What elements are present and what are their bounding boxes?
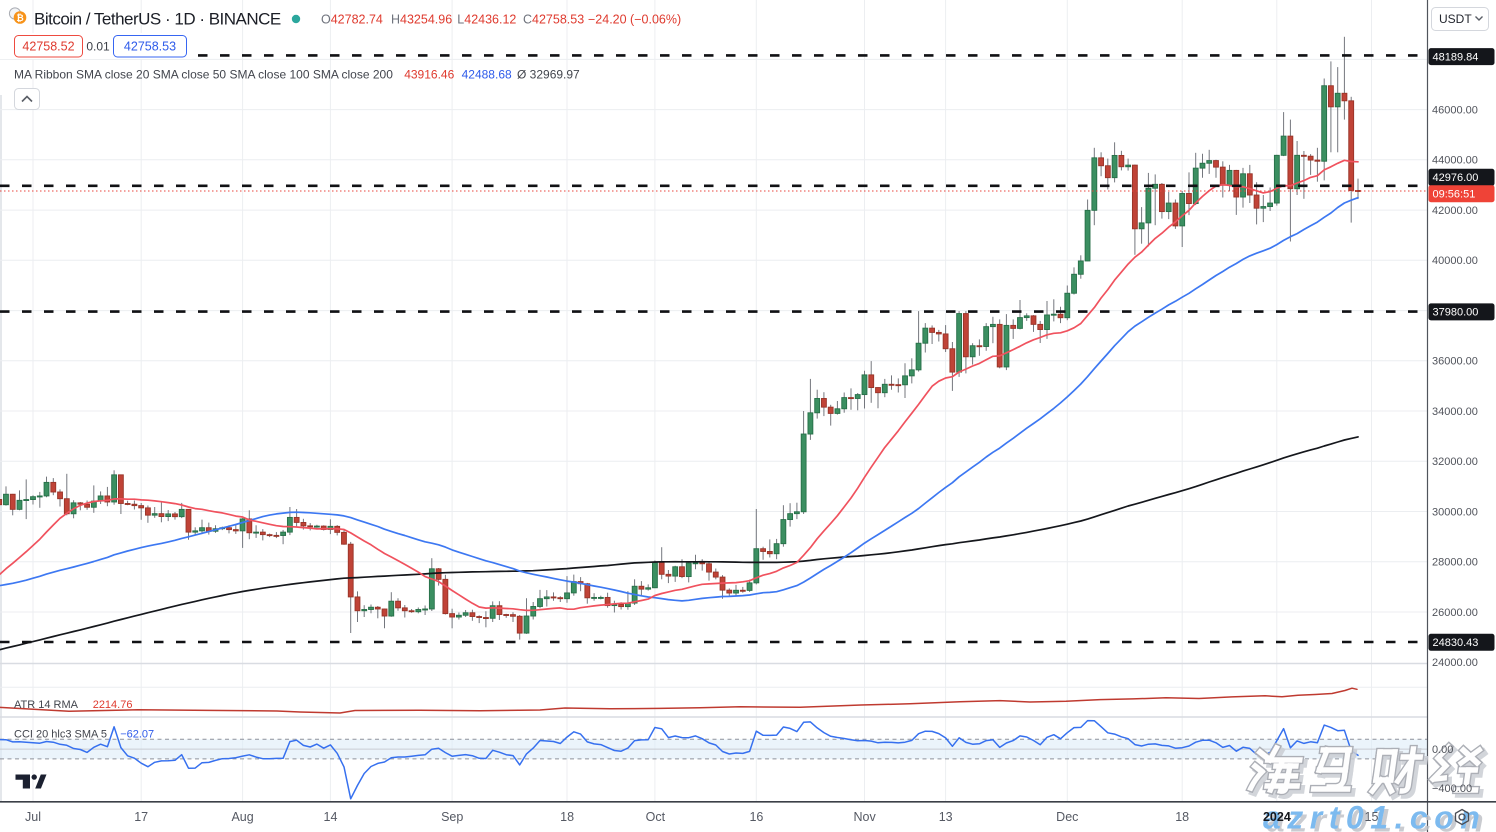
svg-text:18: 18 bbox=[560, 810, 574, 824]
svg-text:Jul: Jul bbox=[25, 810, 41, 824]
svg-text:0.01: 0.01 bbox=[86, 40, 110, 54]
svg-text:13: 13 bbox=[939, 810, 953, 824]
svg-text:Oct: Oct bbox=[646, 810, 666, 824]
svg-text:−400.00: −400.00 bbox=[1432, 783, 1472, 795]
svg-text:0.00: 0.00 bbox=[1432, 744, 1453, 756]
svg-text:09:56:51: 09:56:51 bbox=[1433, 188, 1476, 200]
svg-text:18: 18 bbox=[1175, 810, 1189, 824]
svg-text:32000.00: 32000.00 bbox=[1432, 456, 1478, 468]
svg-text:Nov: Nov bbox=[853, 810, 876, 824]
svg-text:17: 17 bbox=[134, 810, 148, 824]
svg-text:azrt01.con: azrt01.con bbox=[1267, 802, 1490, 832]
svg-text:42000.00: 42000.00 bbox=[1432, 205, 1478, 217]
svg-text:16: 16 bbox=[749, 810, 763, 824]
svg-text:42976.00: 42976.00 bbox=[1433, 172, 1479, 184]
svg-text:40000.00: 40000.00 bbox=[1432, 255, 1478, 267]
svg-text:Dec: Dec bbox=[1056, 810, 1078, 824]
svg-text:2024: 2024 bbox=[1263, 810, 1291, 824]
svg-text:Sep: Sep bbox=[441, 810, 463, 824]
svg-text:24830.43: 24830.43 bbox=[1433, 637, 1479, 649]
svg-text:azrt01.con: azrt01.con bbox=[1263, 800, 1486, 832]
svg-text:42758.53: 42758.53 bbox=[124, 40, 176, 54]
svg-text:₿: ₿ bbox=[16, 13, 23, 23]
svg-text:Bitcoin / TetherUS · 1D · BINA: Bitcoin / TetherUS · 1D · BINANCE bbox=[34, 10, 281, 29]
svg-text:H43254.96: H43254.96 bbox=[391, 13, 452, 27]
svg-text:48189.84: 48189.84 bbox=[1433, 51, 1479, 63]
svg-text:14: 14 bbox=[324, 810, 338, 824]
svg-text:24000.00: 24000.00 bbox=[1432, 657, 1478, 669]
svg-text:26000.00: 26000.00 bbox=[1432, 607, 1478, 619]
svg-text:42758.52: 42758.52 bbox=[22, 40, 74, 54]
svg-text:30000.00: 30000.00 bbox=[1432, 506, 1478, 518]
svg-text:L42436.12: L42436.12 bbox=[457, 13, 516, 27]
svg-text:C42758.53: C42758.53 bbox=[523, 13, 584, 27]
svg-text:36000.00: 36000.00 bbox=[1432, 356, 1478, 368]
svg-text:15: 15 bbox=[1365, 810, 1379, 824]
svg-text:O42782.74: O42782.74 bbox=[321, 13, 383, 27]
svg-text:34000.00: 34000.00 bbox=[1432, 406, 1478, 418]
svg-text:USDT: USDT bbox=[1439, 12, 1472, 26]
svg-text:46000.00: 46000.00 bbox=[1432, 105, 1478, 117]
svg-text:MA Ribbon SMA close 20 SMA clo: MA Ribbon SMA close 20 SMA close 50 SMA … bbox=[14, 68, 580, 82]
svg-text:37980.00: 37980.00 bbox=[1433, 307, 1479, 319]
svg-text:Aug: Aug bbox=[231, 810, 253, 824]
svg-text:44000.00: 44000.00 bbox=[1432, 155, 1478, 167]
svg-text:ATR 14 RMA 2214.76: ATR 14 RMA 2214.76 bbox=[14, 699, 132, 711]
svg-text:28000.00: 28000.00 bbox=[1432, 557, 1478, 569]
svg-text:−24.20 (−0.06%): −24.20 (−0.06%) bbox=[588, 13, 681, 27]
svg-text:CCI 20 hlc3 SMA 5 −62.07: CCI 20 hlc3 SMA 5 −62.07 bbox=[14, 729, 154, 741]
